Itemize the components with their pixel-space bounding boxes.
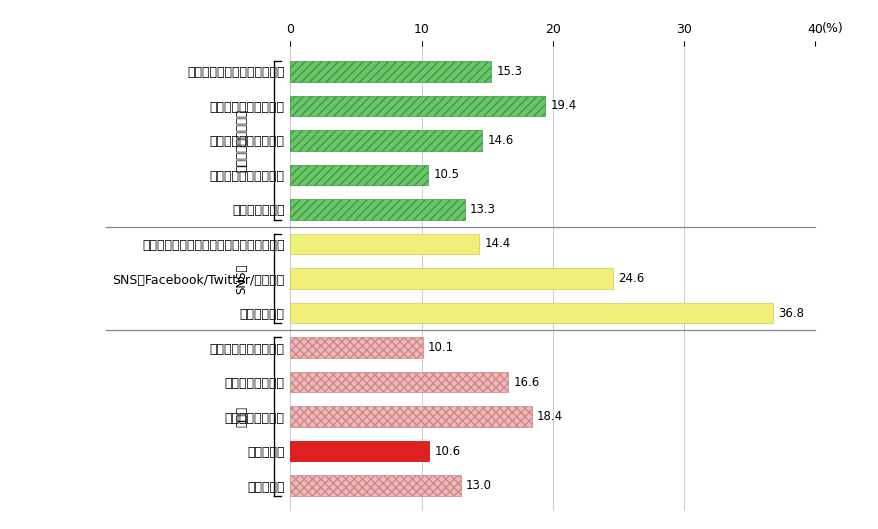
Text: 14.6: 14.6 bbox=[486, 134, 513, 147]
Text: SNS等: SNS等 bbox=[235, 263, 248, 294]
Bar bbox=[290, 234, 479, 254]
Bar bbox=[290, 406, 531, 427]
Text: 公式ホームページ等: 公式ホームページ等 bbox=[235, 109, 248, 172]
Bar bbox=[290, 165, 428, 185]
Bar bbox=[290, 268, 613, 289]
Text: 10.5: 10.5 bbox=[433, 168, 459, 181]
Text: 13.0: 13.0 bbox=[465, 479, 492, 492]
Bar bbox=[290, 303, 773, 323]
Text: 16.6: 16.6 bbox=[513, 376, 539, 388]
Text: 14.4: 14.4 bbox=[484, 238, 510, 251]
Text: 36.8: 36.8 bbox=[778, 306, 803, 320]
Bar bbox=[290, 130, 481, 151]
Text: その他: その他 bbox=[235, 406, 248, 427]
Text: 13.3: 13.3 bbox=[470, 203, 495, 216]
Text: 19.4: 19.4 bbox=[550, 99, 576, 113]
Bar bbox=[290, 96, 544, 116]
Bar bbox=[290, 475, 460, 496]
Text: (%): (%) bbox=[821, 22, 843, 35]
Bar bbox=[290, 441, 429, 461]
Text: 24.6: 24.6 bbox=[618, 272, 644, 285]
Text: 15.3: 15.3 bbox=[496, 65, 522, 78]
Text: 10.1: 10.1 bbox=[428, 341, 454, 354]
Bar bbox=[290, 199, 464, 220]
Text: 18.4: 18.4 bbox=[536, 410, 563, 423]
Bar bbox=[290, 61, 491, 82]
Bar bbox=[290, 372, 507, 393]
Text: 10.6: 10.6 bbox=[434, 444, 460, 458]
Bar bbox=[290, 337, 422, 358]
